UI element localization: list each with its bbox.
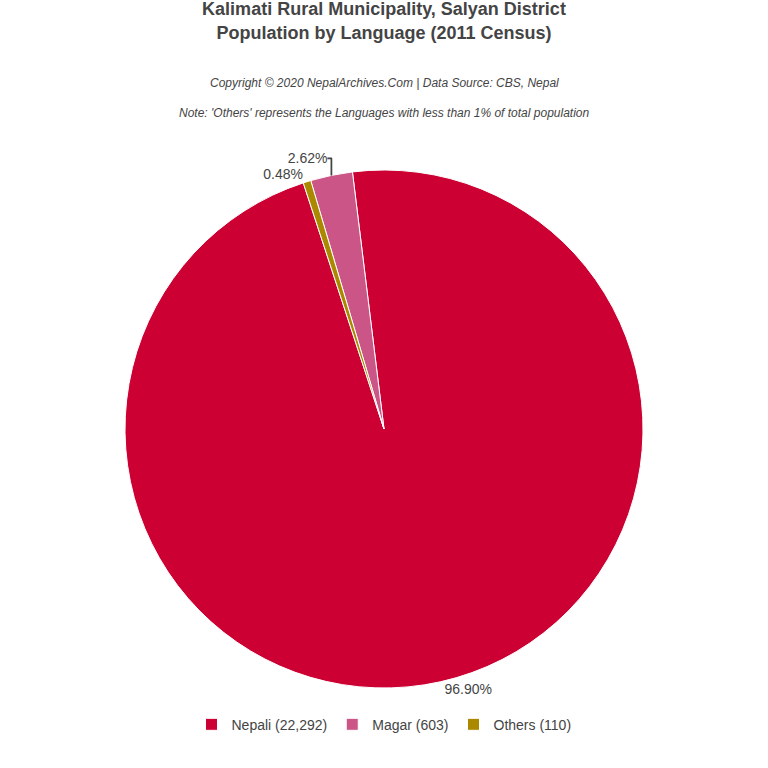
svg-text:0.48%: 0.48% bbox=[263, 166, 303, 182]
svg-text:Nepali (22,292): Nepali (22,292) bbox=[232, 717, 328, 733]
svg-text:Magar (603): Magar (603) bbox=[372, 717, 448, 733]
svg-text:Note: 'Others' represents the: Note: 'Others' represents the Languages … bbox=[179, 106, 589, 120]
svg-text:Kalimati Rural Municipality, S: Kalimati Rural Municipality, Salyan Dist… bbox=[202, 0, 566, 43]
svg-text:Others (110): Others (110) bbox=[494, 717, 572, 733]
svg-text:Copyright © 2020 NepalArchives: Copyright © 2020 NepalArchives.Com | Dat… bbox=[210, 76, 559, 90]
svg-text:96.90%: 96.90% bbox=[444, 681, 491, 697]
svg-text:2.62%: 2.62% bbox=[288, 150, 328, 166]
